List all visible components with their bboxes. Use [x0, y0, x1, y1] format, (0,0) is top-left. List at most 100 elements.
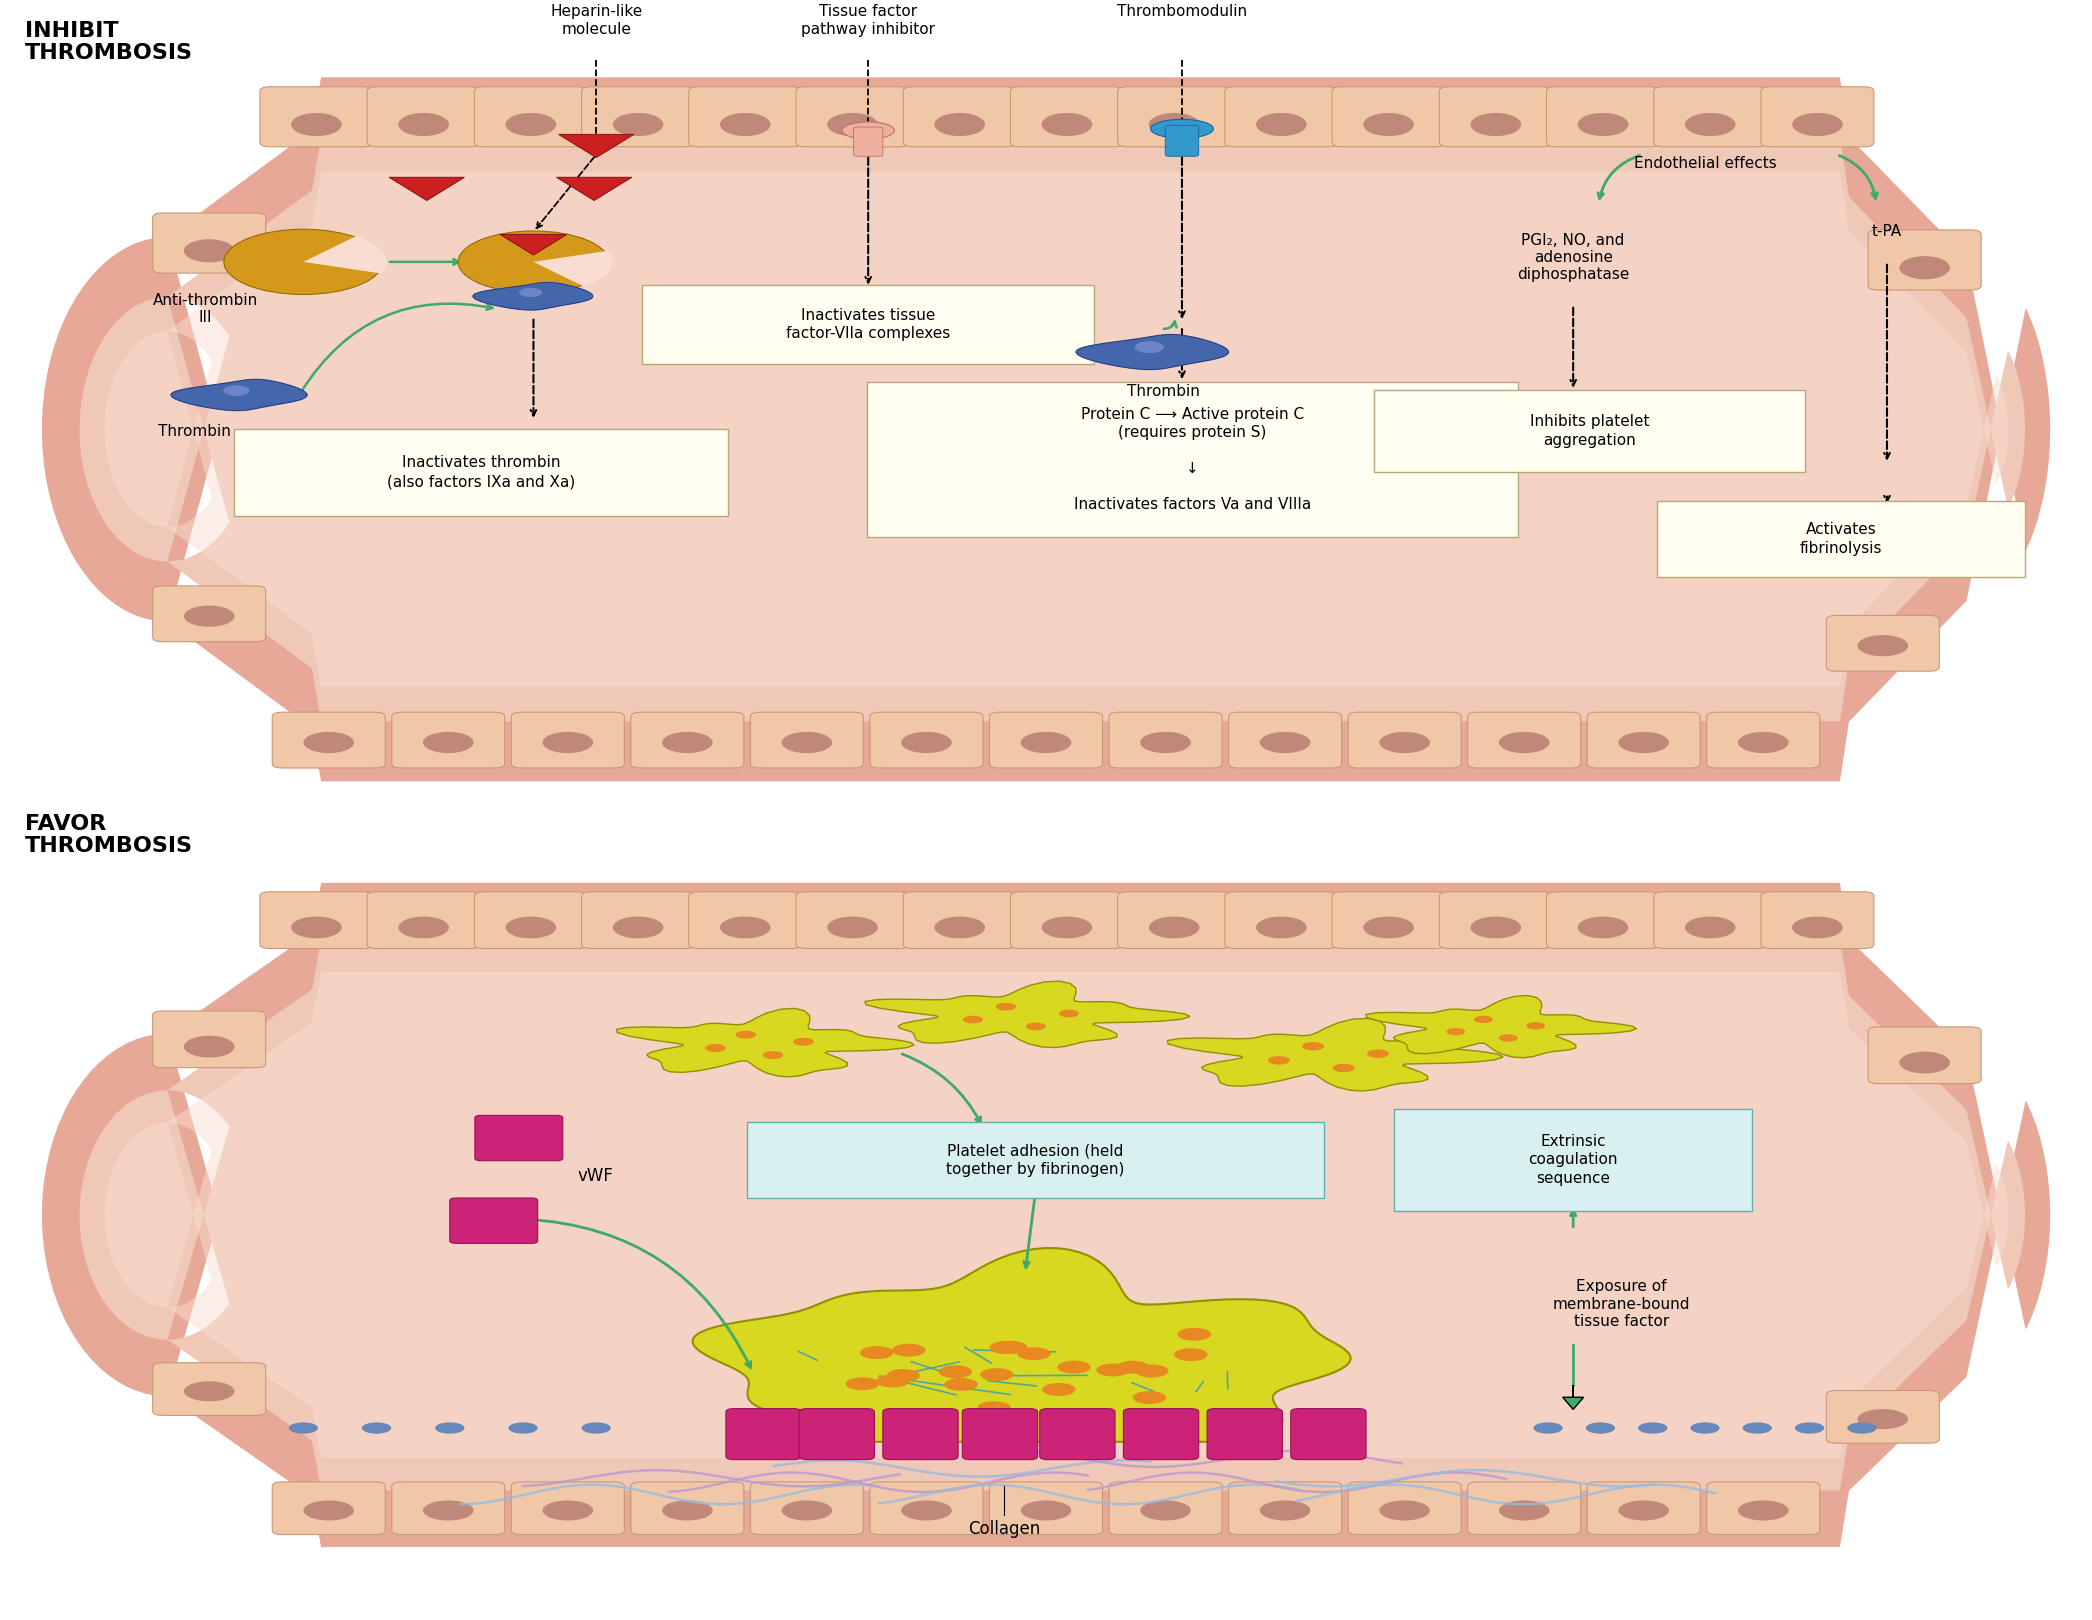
Text: Tissue factor
pathway inhibitor: Tissue factor pathway inhibitor: [801, 5, 935, 37]
Ellipse shape: [902, 732, 952, 753]
Circle shape: [990, 1341, 1023, 1354]
Ellipse shape: [1619, 1500, 1669, 1521]
Ellipse shape: [291, 917, 341, 938]
FancyBboxPatch shape: [1347, 713, 1460, 768]
FancyBboxPatch shape: [799, 1408, 874, 1460]
Circle shape: [224, 386, 249, 395]
FancyBboxPatch shape: [1333, 891, 1446, 949]
FancyBboxPatch shape: [632, 713, 745, 768]
Polygon shape: [42, 78, 2050, 781]
Circle shape: [1743, 1422, 1772, 1434]
Circle shape: [996, 1003, 1017, 1011]
Circle shape: [1174, 1348, 1207, 1361]
Circle shape: [1446, 1029, 1464, 1035]
Polygon shape: [1075, 335, 1228, 369]
Text: Activates
fibrinolysis: Activates fibrinolysis: [1799, 522, 1883, 556]
Ellipse shape: [935, 917, 985, 938]
Text: Exposure of
membrane-bound
tissue factor: Exposure of membrane-bound tissue factor: [1552, 1280, 1690, 1328]
Ellipse shape: [782, 1500, 833, 1521]
FancyBboxPatch shape: [272, 1482, 385, 1534]
Text: Thrombomodulin: Thrombomodulin: [1117, 5, 1247, 19]
Circle shape: [1059, 1009, 1079, 1017]
Ellipse shape: [1577, 113, 1628, 136]
Ellipse shape: [397, 113, 450, 136]
FancyBboxPatch shape: [1165, 125, 1199, 156]
Circle shape: [705, 1043, 726, 1051]
Text: FAVOR
THROMBOSIS: FAVOR THROMBOSIS: [25, 813, 192, 855]
Circle shape: [939, 1366, 973, 1379]
Circle shape: [1847, 1422, 1877, 1434]
FancyBboxPatch shape: [1588, 713, 1701, 768]
Polygon shape: [556, 177, 632, 201]
FancyBboxPatch shape: [990, 713, 1102, 768]
Circle shape: [845, 1377, 879, 1390]
Polygon shape: [79, 940, 2025, 1490]
FancyBboxPatch shape: [1347, 1482, 1460, 1534]
Circle shape: [1638, 1422, 1667, 1434]
FancyBboxPatch shape: [1761, 891, 1874, 949]
Circle shape: [1690, 1422, 1720, 1434]
Text: Inhibits platelet
aggregation: Inhibits platelet aggregation: [1529, 415, 1651, 447]
FancyBboxPatch shape: [632, 1482, 745, 1534]
Circle shape: [1498, 1034, 1517, 1042]
FancyBboxPatch shape: [1226, 87, 1339, 147]
Ellipse shape: [782, 732, 833, 753]
FancyBboxPatch shape: [234, 429, 728, 515]
Ellipse shape: [423, 1500, 473, 1521]
FancyBboxPatch shape: [726, 1408, 801, 1460]
Circle shape: [1042, 1383, 1075, 1396]
FancyBboxPatch shape: [510, 1482, 623, 1534]
Ellipse shape: [1021, 1500, 1071, 1521]
FancyBboxPatch shape: [391, 713, 504, 768]
Text: Protein C ⟶ Active protein C
(requires protein S)

↓

Inactivates factors Va and: Protein C ⟶ Active protein C (requires p…: [1073, 407, 1312, 512]
Text: Extrinsic
coagulation
sequence: Extrinsic coagulation sequence: [1529, 1134, 1617, 1186]
Circle shape: [877, 1375, 910, 1388]
FancyBboxPatch shape: [1439, 87, 1552, 147]
Polygon shape: [692, 1247, 1351, 1442]
FancyBboxPatch shape: [795, 87, 908, 147]
Polygon shape: [105, 172, 2008, 687]
Text: INHIBIT
THROMBOSIS: INHIBIT THROMBOSIS: [25, 21, 192, 63]
Polygon shape: [500, 235, 567, 254]
Ellipse shape: [1259, 1500, 1310, 1521]
Text: vWF: vWF: [577, 1166, 613, 1186]
FancyBboxPatch shape: [1393, 1110, 1751, 1212]
Text: Collagen: Collagen: [969, 1520, 1040, 1539]
Circle shape: [289, 1422, 318, 1434]
Ellipse shape: [184, 606, 234, 627]
Circle shape: [979, 1369, 1013, 1382]
FancyBboxPatch shape: [368, 87, 481, 147]
Circle shape: [362, 1422, 391, 1434]
Ellipse shape: [397, 917, 450, 938]
FancyBboxPatch shape: [153, 212, 266, 274]
FancyBboxPatch shape: [582, 891, 695, 949]
Circle shape: [1301, 1042, 1324, 1050]
Circle shape: [1017, 1348, 1050, 1361]
Ellipse shape: [1793, 113, 1843, 136]
Circle shape: [1056, 1361, 1090, 1374]
FancyBboxPatch shape: [1123, 1408, 1199, 1460]
Polygon shape: [1366, 996, 1636, 1058]
FancyBboxPatch shape: [450, 1199, 538, 1244]
FancyBboxPatch shape: [1228, 713, 1341, 768]
Ellipse shape: [1498, 732, 1550, 753]
Text: PGI₂, NO, and
adenosine
diphosphatase: PGI₂, NO, and adenosine diphosphatase: [1517, 233, 1630, 282]
FancyBboxPatch shape: [1333, 87, 1446, 147]
Ellipse shape: [1900, 1051, 1950, 1074]
FancyBboxPatch shape: [368, 891, 481, 949]
Ellipse shape: [720, 917, 770, 938]
Wedge shape: [303, 235, 387, 274]
Circle shape: [962, 1016, 983, 1024]
Circle shape: [1333, 1064, 1356, 1072]
Polygon shape: [105, 972, 2008, 1458]
Ellipse shape: [542, 732, 594, 753]
FancyBboxPatch shape: [1207, 1408, 1282, 1460]
Ellipse shape: [841, 122, 893, 139]
Circle shape: [943, 1379, 977, 1392]
Ellipse shape: [1577, 917, 1628, 938]
Ellipse shape: [826, 917, 879, 938]
Circle shape: [1795, 1422, 1824, 1434]
Ellipse shape: [1498, 1500, 1550, 1521]
Circle shape: [1366, 1050, 1389, 1058]
Circle shape: [736, 1030, 755, 1038]
